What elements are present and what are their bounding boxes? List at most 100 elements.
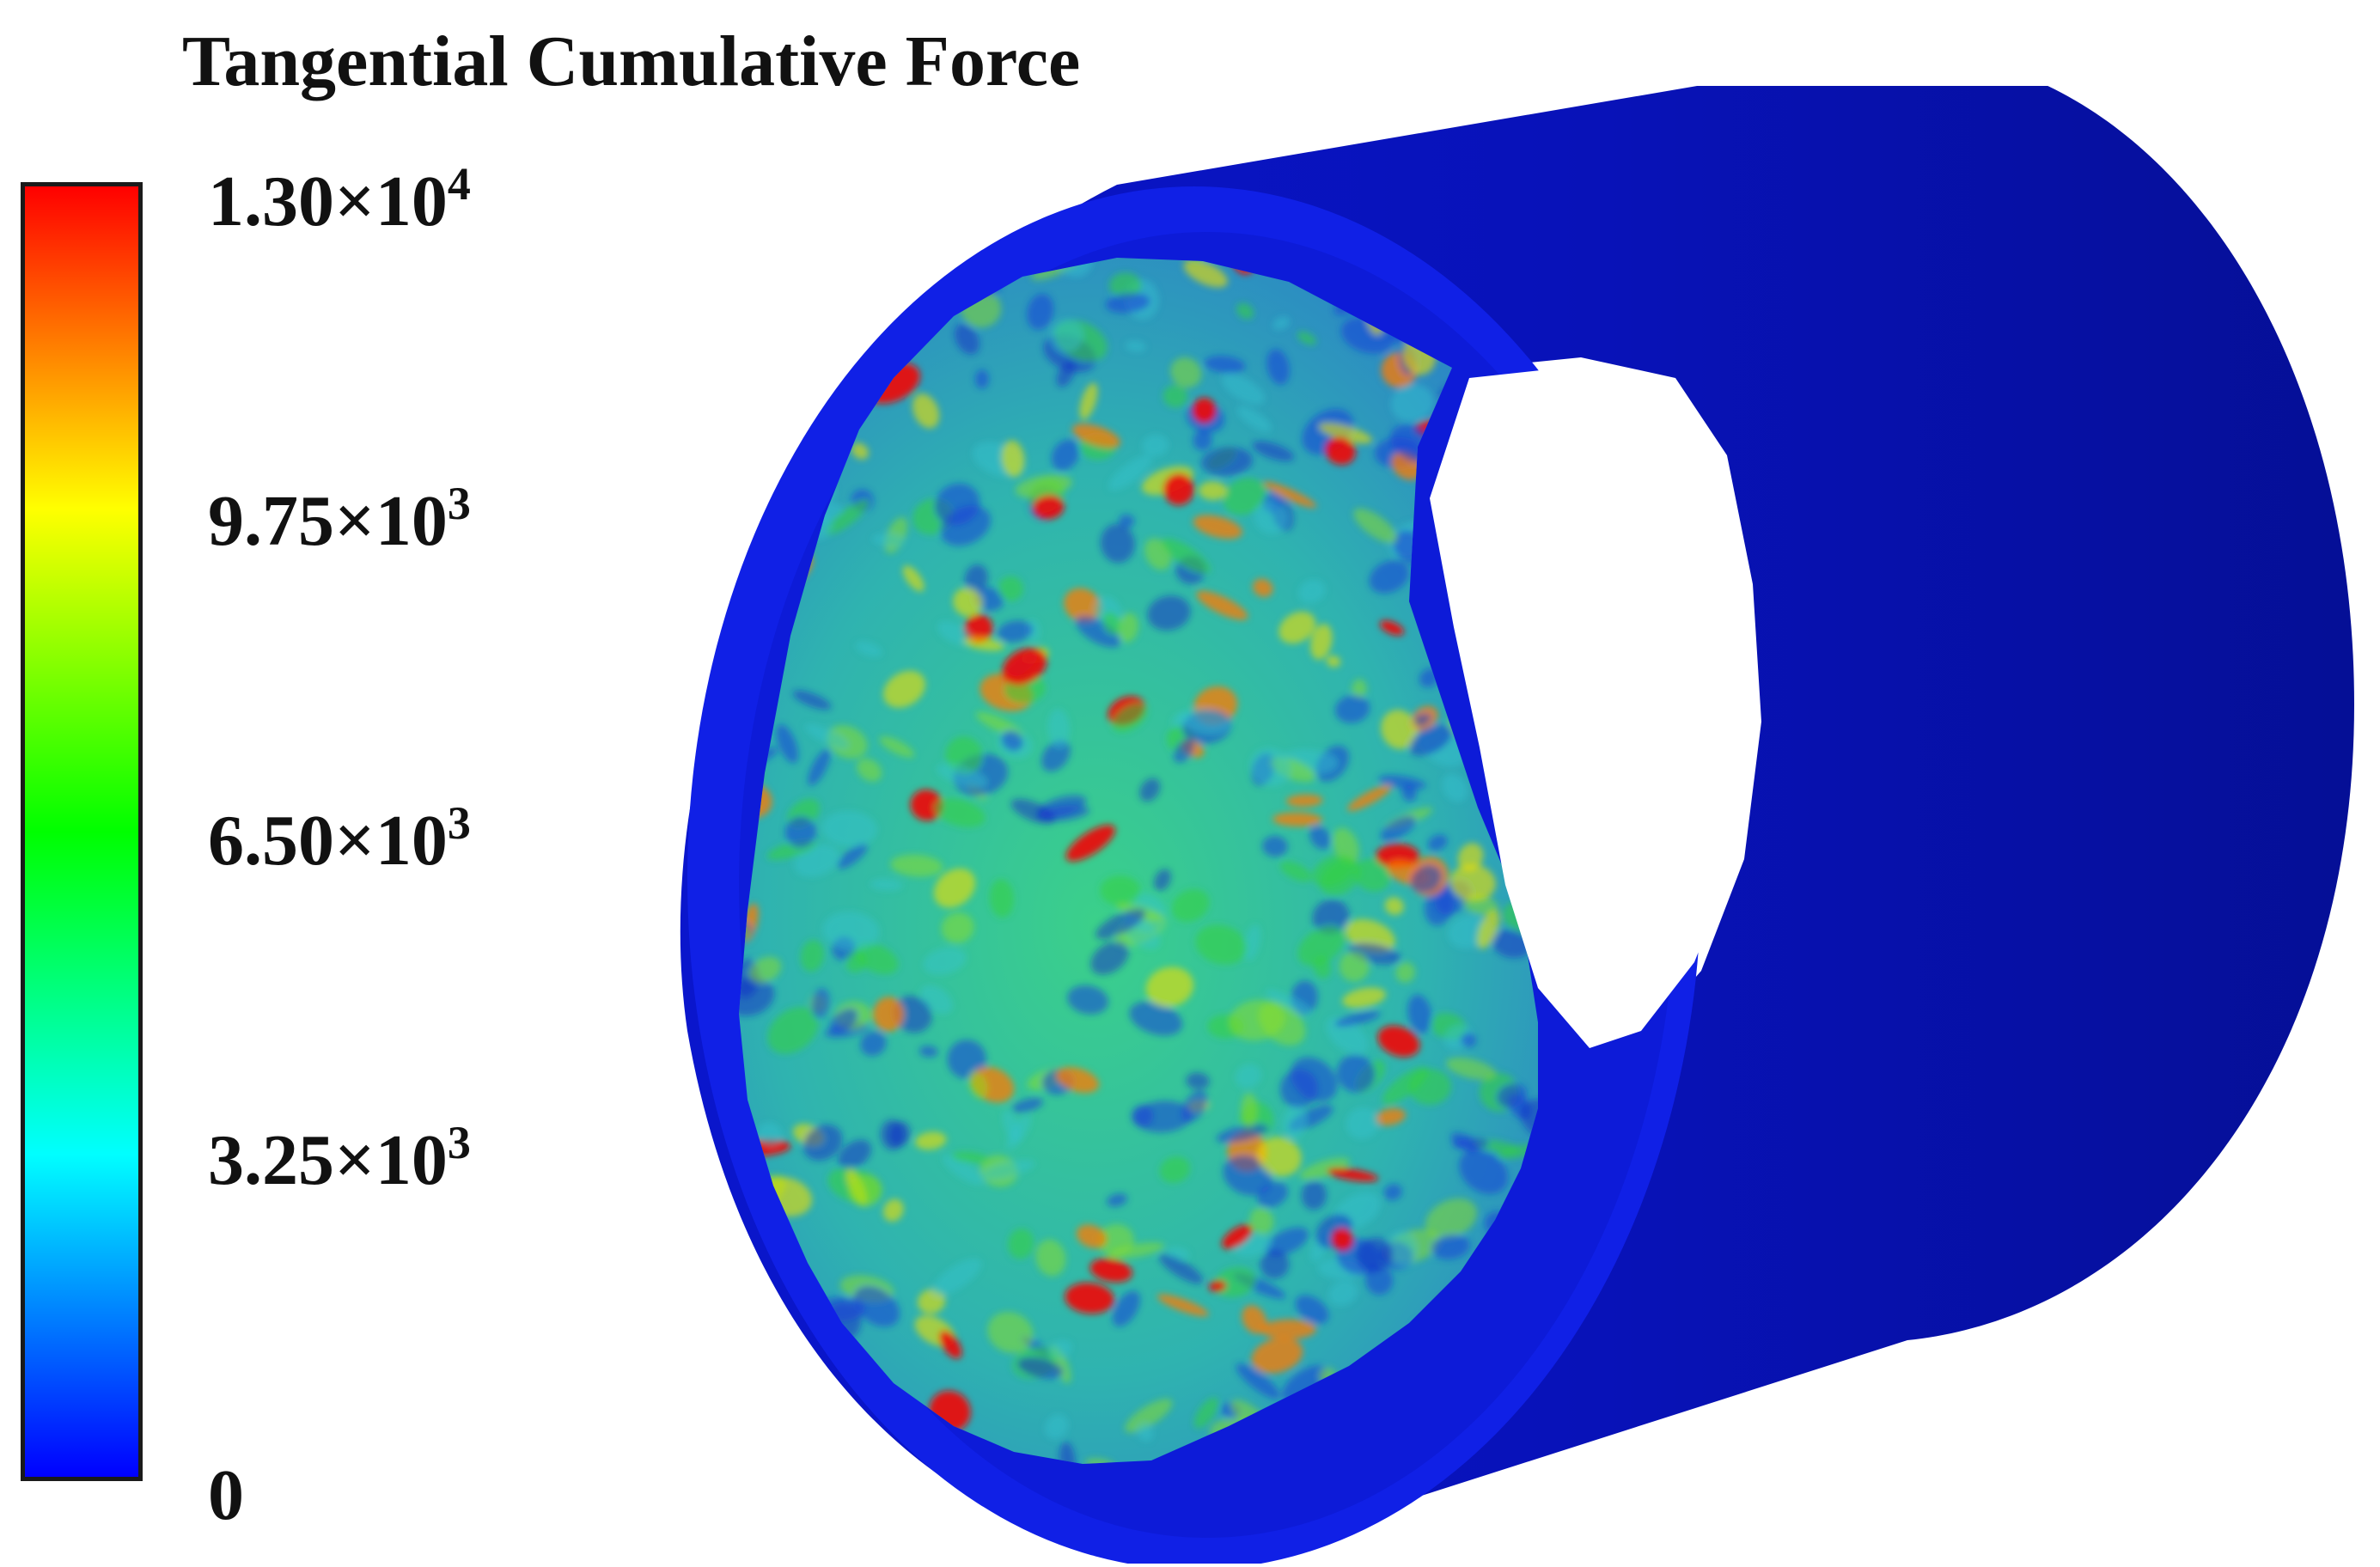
- contour-spot: [1027, 294, 1054, 330]
- contour-spot: [1334, 695, 1370, 723]
- contour-spot: [739, 1277, 765, 1312]
- contour-spot: [981, 1160, 1035, 1180]
- contour-spot: [1076, 1224, 1108, 1248]
- contour-spot: [786, 314, 812, 331]
- contour-spot: [792, 690, 832, 710]
- contour-spot: [1192, 397, 1217, 424]
- contour-spot: [1383, 1184, 1402, 1201]
- contour-spot: [1108, 454, 1152, 491]
- contour-spot: [1208, 1280, 1227, 1292]
- contour-spot: [893, 996, 932, 1033]
- contour-spot: [1263, 481, 1317, 508]
- contour-spot: [1427, 834, 1448, 851]
- contour-spot: [1179, 708, 1231, 735]
- contour-spot: [837, 299, 868, 314]
- contour-spot: [1390, 384, 1434, 422]
- contour-spot: [987, 1312, 1034, 1353]
- contour-spot: [1035, 1239, 1066, 1277]
- contour-spot: [1242, 1305, 1267, 1334]
- contour-spot: [1365, 1265, 1394, 1296]
- colorbar-tick-1: 3.25×103: [208, 1117, 471, 1200]
- contour-spot: [778, 258, 808, 284]
- colorbar: [21, 182, 143, 1481]
- contour-spot: [1170, 357, 1202, 388]
- contour-spot: [1047, 709, 1070, 748]
- contour-spot: [968, 1071, 988, 1099]
- contour-spot: [1050, 319, 1083, 353]
- contour-spot: [1457, 843, 1484, 872]
- contour-spot: [1102, 612, 1121, 636]
- contour-spot: [1145, 966, 1194, 1008]
- contour-spot: [939, 1330, 962, 1359]
- contour-spot: [1384, 897, 1404, 916]
- contour-spot: [1222, 374, 1265, 405]
- contour-spot: [863, 258, 910, 288]
- contour-spot: [1216, 1124, 1269, 1143]
- contour-spot: [1173, 738, 1194, 763]
- contour-spot: [1064, 588, 1102, 623]
- contour-spot: [1407, 994, 1432, 1034]
- contour-spot: [918, 1046, 938, 1058]
- contour-spot: [744, 1303, 781, 1327]
- contour-spot: [1257, 1137, 1302, 1177]
- colorbar-tick-3: 9.75×103: [208, 478, 471, 561]
- contour-spot: [1163, 385, 1188, 408]
- contour-spot: [1108, 1242, 1165, 1259]
- contour-spot: [1147, 595, 1191, 631]
- contour-spot: [1253, 578, 1273, 597]
- contour-spot: [1347, 784, 1392, 811]
- contour-spot: [934, 798, 986, 827]
- contour-spot: [914, 1131, 947, 1150]
- contour-spot: [1001, 730, 1023, 752]
- contour-spot: [1002, 648, 1047, 686]
- contour-spot: [800, 940, 824, 972]
- contour-spot: [855, 641, 882, 657]
- contour-spot: [1055, 1067, 1100, 1094]
- contour-spot: [1236, 302, 1254, 320]
- contour-spot: [1223, 1155, 1272, 1196]
- contour-spot: [1100, 875, 1141, 906]
- contour-spot: [1100, 523, 1135, 564]
- contour-spot: [1260, 1249, 1290, 1279]
- contour-spot: [860, 1031, 887, 1057]
- contour-spot: [1015, 474, 1072, 498]
- contour-spot: [808, 748, 831, 786]
- contour-spot: [1139, 777, 1161, 802]
- contour-spot: [870, 878, 903, 891]
- pipe-contour-model: [680, 86, 2354, 1564]
- contour-spot: [1297, 925, 1345, 966]
- contour-spot: [997, 620, 1034, 643]
- contour-spot: [1125, 340, 1146, 352]
- contour-spot: [802, 1125, 843, 1161]
- contour-spot: [739, 499, 746, 526]
- contour-spot: [1195, 924, 1248, 965]
- contour-spot: [1339, 950, 1370, 982]
- contour-spot: [1409, 724, 1452, 756]
- colorbar-tick-2: 6.50×103: [208, 797, 471, 881]
- contour-spot: [1325, 436, 1356, 466]
- contour-spot: [1431, 1234, 1470, 1259]
- contour-spot: [772, 358, 817, 390]
- contour-spot: [1375, 1108, 1407, 1126]
- contour-spot: [1072, 424, 1120, 448]
- contour-spot: [1196, 590, 1248, 620]
- contour-spot: [1105, 292, 1150, 314]
- contour-spot: [1377, 1025, 1420, 1058]
- contour-spot: [888, 1121, 911, 1147]
- contour-spot: [1312, 854, 1355, 887]
- contour-spot: [1265, 1227, 1309, 1256]
- contour-spot: [963, 637, 1004, 651]
- contour-spot: [890, 854, 943, 877]
- contour-spot: [1156, 1294, 1209, 1317]
- contour-spot: [1229, 999, 1286, 1041]
- contour-spot: [882, 1198, 904, 1222]
- contour-spot: [1252, 441, 1295, 461]
- contour-spot: [853, 1285, 900, 1327]
- contour-spot: [1279, 1069, 1318, 1108]
- contour-spot: [1117, 613, 1138, 643]
- contour-spot: [1301, 1180, 1327, 1210]
- contour-spot: [739, 271, 754, 314]
- contour-spot: [1461, 1033, 1477, 1047]
- contour-spot: [1045, 1414, 1069, 1439]
- contour-spot: [1336, 1054, 1376, 1093]
